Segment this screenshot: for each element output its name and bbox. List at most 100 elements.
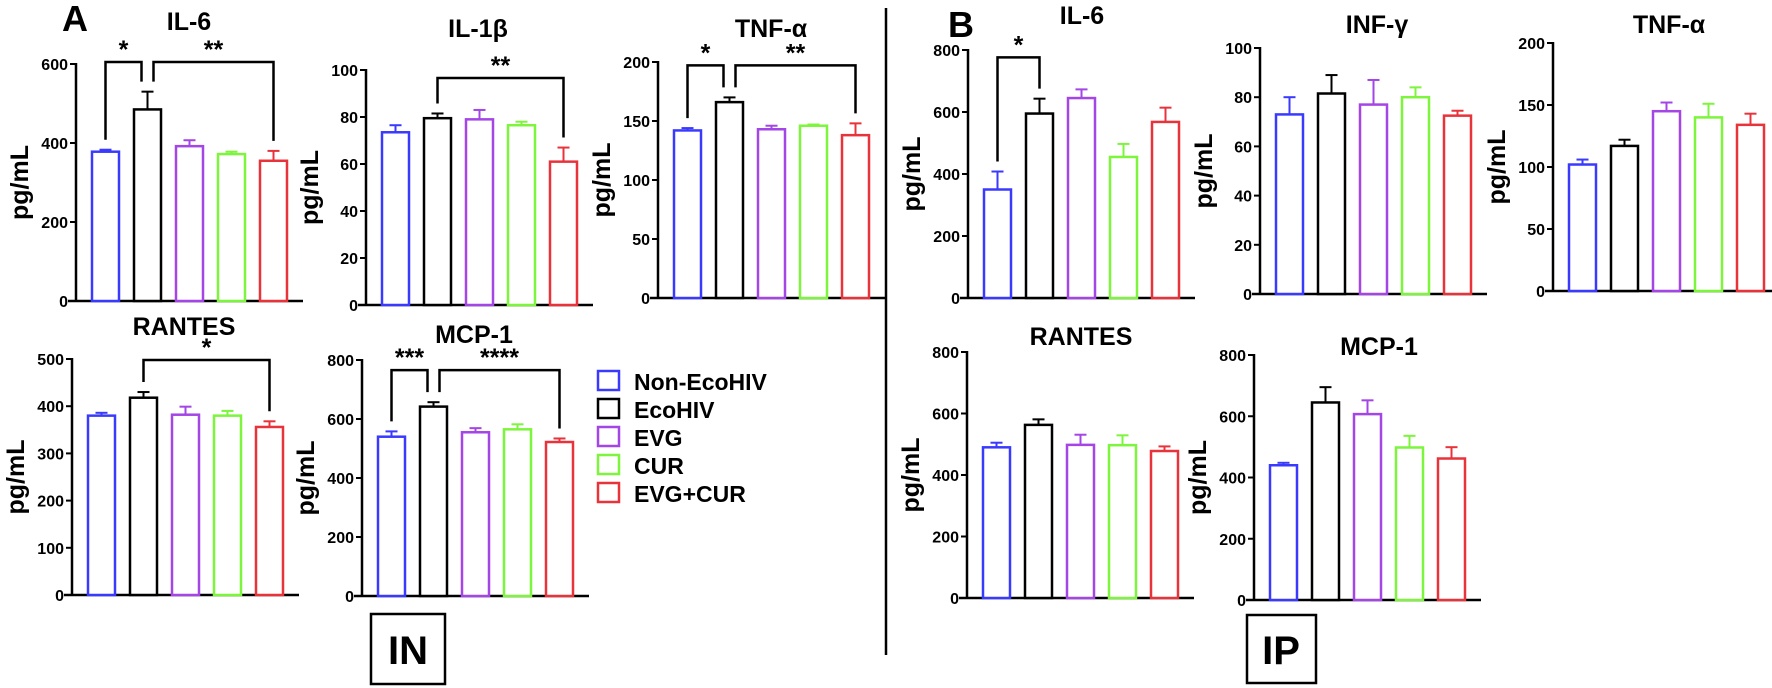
y-tick-label: 600 bbox=[932, 407, 959, 424]
legend-swatch bbox=[596, 369, 621, 392]
y-tick-label: 500 bbox=[37, 352, 64, 369]
y-axis-label: pg/mL bbox=[1184, 440, 1212, 515]
bar-evg bbox=[170, 413, 201, 597]
significance-label: ** bbox=[491, 52, 511, 80]
bar-cur bbox=[216, 152, 247, 303]
chart-b-il6: IL-6 pg/mL 0 200 400 600 800 * bbox=[898, 2, 1195, 308]
legend-item: Non-EcoHIV bbox=[596, 369, 768, 395]
significance-label: **** bbox=[480, 344, 519, 372]
y-axis-label: pg/mL bbox=[588, 143, 616, 218]
bar-cur bbox=[1108, 155, 1139, 300]
legend-item: CUR bbox=[596, 453, 684, 479]
y-tick-label: 150 bbox=[1518, 98, 1545, 115]
y-tick-label: 40 bbox=[1234, 189, 1252, 206]
significance-label: ** bbox=[786, 39, 806, 67]
legend-swatch bbox=[596, 481, 621, 504]
y-tick-label: 0 bbox=[59, 294, 68, 311]
y-tick-label: 400 bbox=[327, 471, 354, 488]
bar-ecohiv bbox=[1023, 423, 1054, 600]
y-tick-label: 0 bbox=[1536, 284, 1545, 301]
legend-label: EcoHIV bbox=[634, 397, 715, 423]
box-label-in-text: IN bbox=[388, 629, 428, 673]
bar-evg-cur bbox=[544, 440, 575, 598]
bar-cur bbox=[1400, 95, 1431, 296]
legend-swatch bbox=[596, 397, 621, 420]
significance-bracket bbox=[390, 368, 429, 422]
y-tick-label: 40 bbox=[340, 204, 358, 221]
chart-title: TNF-α bbox=[735, 15, 808, 43]
legend-item: EVG bbox=[596, 425, 683, 451]
bar-non-ecohiv bbox=[380, 131, 411, 307]
y-tick-label: 0 bbox=[951, 291, 960, 308]
y-axis-label: pg/mL bbox=[1190, 134, 1218, 209]
legend-item: EVG+CUR bbox=[596, 481, 746, 507]
significance-label: ** bbox=[204, 36, 224, 64]
box-label-in: IN bbox=[369, 612, 447, 686]
y-tick-label: 0 bbox=[55, 588, 64, 605]
y-tick-label: 800 bbox=[933, 43, 960, 60]
y-tick-label: 600 bbox=[1219, 409, 1246, 426]
bar-non-ecohiv bbox=[90, 150, 121, 303]
bar-cur bbox=[798, 124, 829, 300]
y-tick-label: 200 bbox=[933, 229, 960, 246]
bar-ecohiv bbox=[1316, 92, 1347, 296]
y-tick-label: 100 bbox=[1518, 160, 1545, 177]
bar-cur bbox=[506, 123, 537, 307]
legend-item: EcoHIV bbox=[596, 397, 715, 423]
y-tick-label: 300 bbox=[37, 446, 64, 463]
bar-evg-cur bbox=[1735, 123, 1766, 293]
bar-evg bbox=[1065, 443, 1096, 600]
bar-evg bbox=[1358, 103, 1389, 296]
bar-evg-cur bbox=[254, 425, 285, 597]
significance-bracket bbox=[142, 358, 271, 412]
significance-label: * bbox=[1014, 31, 1024, 59]
bar-evg bbox=[756, 128, 787, 300]
bar-non-ecohiv bbox=[982, 188, 1013, 300]
y-tick-label: 600 bbox=[41, 57, 68, 74]
y-tick-label: 200 bbox=[327, 530, 354, 547]
y-tick-label: 200 bbox=[37, 494, 64, 511]
legend-swatch bbox=[596, 453, 621, 476]
y-tick-label: 800 bbox=[932, 345, 959, 362]
y-tick-label: 0 bbox=[1237, 593, 1246, 610]
y-axis-label: pg/mL bbox=[296, 150, 324, 225]
panel-label-b: B bbox=[948, 4, 974, 45]
y-tick-label: 200 bbox=[623, 55, 650, 72]
y-axis-label: pg/mL bbox=[898, 137, 926, 212]
bar-ecohiv bbox=[422, 116, 453, 307]
chart-title: IL-6 bbox=[1060, 2, 1104, 30]
legend-label: EVG bbox=[634, 425, 683, 451]
y-tick-label: 0 bbox=[1243, 287, 1252, 304]
significance-bracket bbox=[152, 60, 275, 141]
significance-label: * bbox=[119, 36, 129, 64]
y-tick-label: 800 bbox=[327, 353, 354, 370]
bar-evg-cur bbox=[1442, 114, 1473, 296]
significance-label: *** bbox=[395, 344, 424, 372]
y-axis-label: pg/mL bbox=[1483, 130, 1511, 205]
chart-b-inf: INF-γ pg/mL 0 20 40 60 80 100 bbox=[1190, 11, 1487, 304]
significance-bracket bbox=[996, 56, 1041, 162]
chart-b-rantes: RANTES pg/mL 0 200 400 600 800 bbox=[897, 323, 1194, 608]
chart-title: IL-6 bbox=[167, 8, 211, 36]
y-tick-label: 20 bbox=[340, 251, 358, 268]
bar-non-ecohiv bbox=[86, 414, 117, 597]
significance-bracket bbox=[104, 60, 143, 140]
y-tick-label: 0 bbox=[641, 291, 650, 308]
bar-ecohiv bbox=[1609, 144, 1640, 293]
bar-evg-cur bbox=[840, 133, 871, 300]
bar-ecohiv bbox=[1310, 401, 1341, 602]
y-tick-label: 100 bbox=[331, 63, 358, 80]
bar-evg bbox=[174, 144, 205, 303]
chart-b-tnf: TNF-α pg/mL 0 50 100 150 200 bbox=[1483, 11, 1772, 301]
box-label-ip-text: IP bbox=[1262, 629, 1300, 673]
bar-non-ecohiv bbox=[1567, 163, 1598, 293]
bar-cur bbox=[502, 428, 533, 598]
y-tick-label: 200 bbox=[1219, 532, 1246, 549]
bar-evg-cur bbox=[1149, 449, 1180, 600]
y-tick-label: 50 bbox=[1527, 222, 1545, 239]
y-tick-label: 80 bbox=[340, 110, 358, 127]
